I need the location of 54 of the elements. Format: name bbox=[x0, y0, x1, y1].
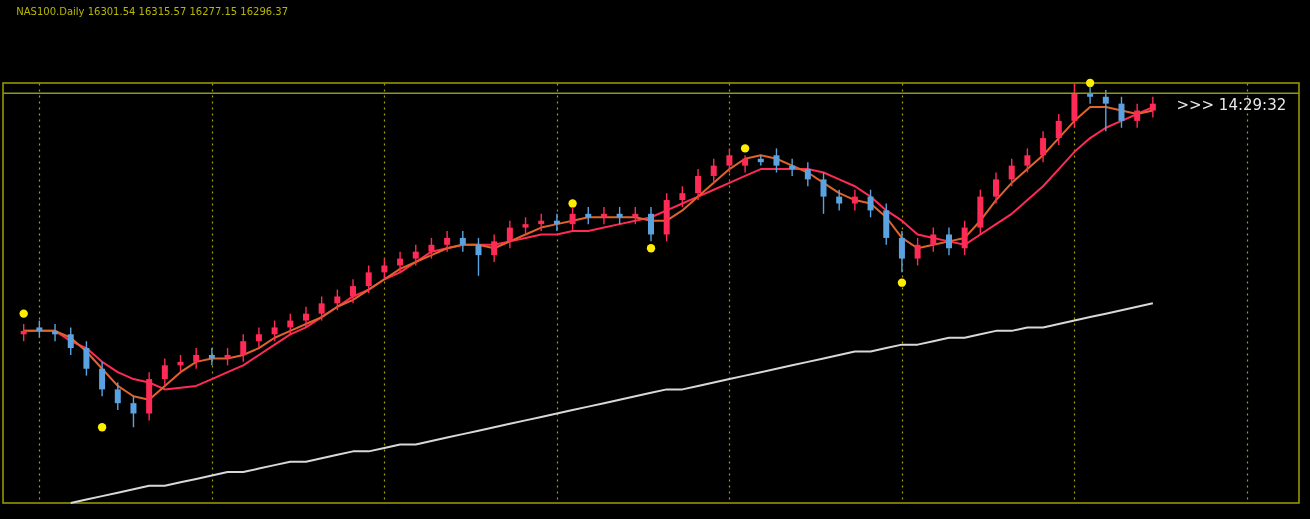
candlestick bbox=[1040, 130, 1047, 163]
candlestick bbox=[726, 147, 733, 174]
candlestick bbox=[428, 237, 435, 260]
candlestick bbox=[648, 206, 654, 243]
candlestick bbox=[459, 230, 466, 253]
candlestick bbox=[1055, 113, 1062, 146]
candlestick bbox=[302, 306, 309, 329]
candlestick bbox=[1118, 96, 1125, 129]
point bbox=[897, 278, 907, 287]
candlestick bbox=[898, 230, 905, 274]
candlestick bbox=[1008, 158, 1015, 187]
candlestick bbox=[381, 257, 388, 280]
candlestick bbox=[914, 237, 921, 267]
candlestick bbox=[99, 361, 106, 397]
candlestick bbox=[114, 381, 121, 411]
candlestick bbox=[742, 154, 749, 174]
candlestick bbox=[491, 233, 498, 263]
candlestick bbox=[193, 347, 200, 370]
point bbox=[97, 423, 107, 432]
candlestick bbox=[820, 171, 827, 215]
candlestick bbox=[1024, 147, 1031, 174]
candlestick bbox=[365, 264, 372, 294]
candlestick bbox=[161, 357, 168, 387]
candlestick bbox=[475, 237, 482, 277]
candlestick bbox=[318, 295, 325, 322]
candlestick bbox=[1102, 89, 1109, 132]
candlestick bbox=[350, 278, 357, 305]
candlestick bbox=[993, 171, 1000, 205]
candlestick bbox=[773, 147, 780, 174]
point bbox=[646, 244, 656, 253]
candlestick bbox=[412, 244, 419, 267]
point bbox=[1085, 78, 1095, 88]
candlestick bbox=[945, 226, 952, 256]
candlestick bbox=[710, 158, 717, 184]
candlestick bbox=[271, 319, 278, 342]
candlestick bbox=[930, 226, 937, 253]
point bbox=[568, 199, 577, 208]
candlestick bbox=[804, 161, 811, 187]
candlestick bbox=[240, 333, 247, 363]
candlestick bbox=[695, 168, 702, 201]
text: >>> 14:29:32 bbox=[1176, 96, 1287, 115]
point bbox=[19, 309, 28, 318]
candlestick bbox=[67, 326, 74, 356]
chart-title: NAS100.Daily 16301.54 16315.57 16277.15 16296.37 bbox=[16, 5, 289, 17]
candlestick bbox=[334, 288, 341, 311]
candlestick bbox=[679, 185, 686, 208]
candlestick bbox=[506, 220, 513, 249]
candlestick bbox=[130, 395, 137, 428]
point bbox=[740, 144, 750, 153]
candlestick bbox=[867, 189, 874, 218]
candlestick bbox=[83, 340, 90, 377]
candlestick bbox=[444, 230, 451, 253]
candlestick bbox=[255, 326, 262, 349]
candlestick bbox=[961, 220, 968, 256]
